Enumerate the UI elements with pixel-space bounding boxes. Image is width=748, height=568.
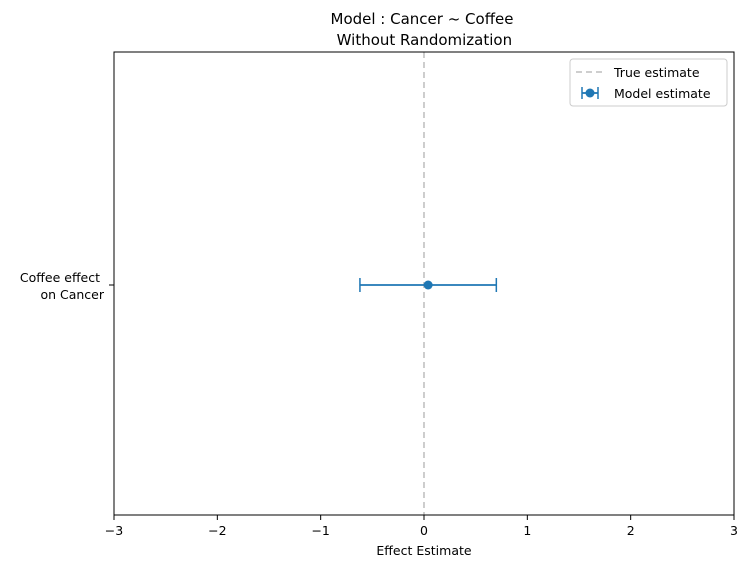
legend-true-estimate-label: True estimate <box>613 65 700 80</box>
x-tick-label: −3 <box>105 523 123 538</box>
legend-box <box>569 58 728 107</box>
x-tick-label: 2 <box>627 523 635 538</box>
estimate-point <box>423 280 433 290</box>
chart-title-line2: Without Randomization <box>332 31 512 49</box>
legend-model-estimate-label: Model estimate <box>614 86 711 101</box>
x-tick-label: −2 <box>208 523 226 538</box>
x-axis-ticks: −3 −2 −1 0 1 2 3 <box>105 515 738 538</box>
chart-title-line1: Model : Cancer ~ Coffee <box>331 10 514 28</box>
x-tick-label: −1 <box>311 523 329 538</box>
x-axis-label: Effect Estimate <box>376 543 471 558</box>
model-estimate-errorbar <box>359 278 498 292</box>
x-tick-label: 1 <box>523 523 531 538</box>
y-tick-label-line2: on Cancer <box>40 287 104 302</box>
legend-model-estimate-swatch <box>581 87 599 99</box>
x-tick-label: 0 <box>420 523 428 538</box>
x-tick-label: 3 <box>730 523 738 538</box>
y-tick-label-line1: Coffee effect <box>20 270 104 285</box>
legend: True estimate Model estimate <box>569 58 728 107</box>
